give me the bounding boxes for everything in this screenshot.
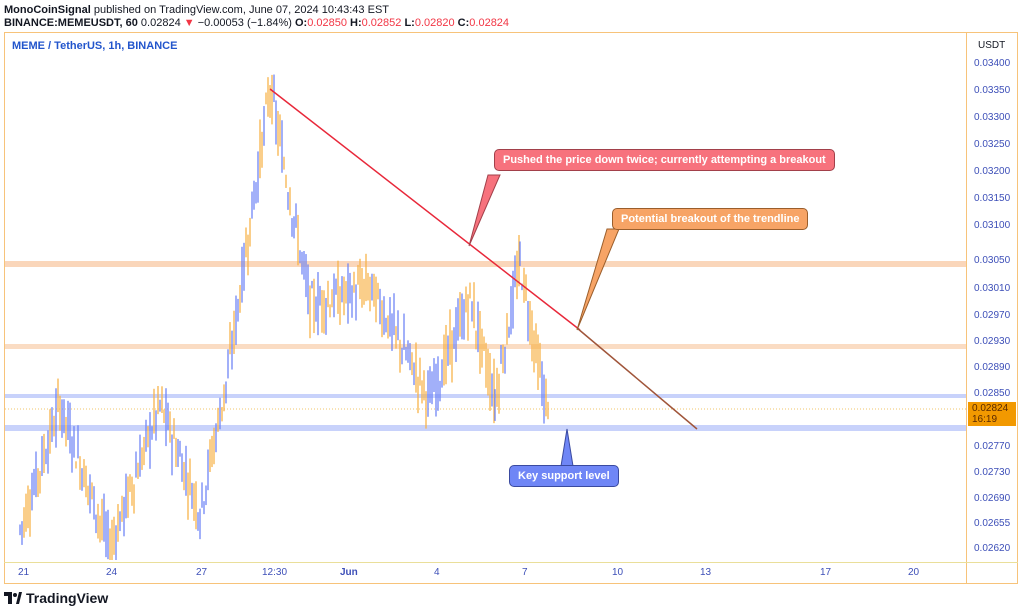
- price-tick: 0.03010: [974, 283, 1011, 294]
- tradingview-icon: [4, 592, 22, 604]
- price-tick: 0.02620: [974, 543, 1011, 554]
- publish-text: published on TradingView.com, June 07, 2…: [93, 4, 389, 16]
- callout-blue[interactable]: Key support level: [509, 465, 619, 487]
- publish-info: MonoCoinSignal published on TradingView.…: [4, 4, 389, 16]
- chart-frame: [4, 32, 1018, 584]
- resistance-band-upper: [5, 261, 966, 267]
- price-tick: 0.02970: [974, 310, 1011, 321]
- callout-orange[interactable]: Potential breakout of the trendline: [612, 208, 809, 230]
- open-label: O:: [294, 17, 308, 29]
- time-tick: 27: [196, 567, 208, 578]
- trendline-red: [269, 88, 581, 331]
- price-tick: 0.02690: [974, 493, 1011, 504]
- price-tick: 0.03050: [974, 255, 1011, 266]
- price-tick: 0.03300: [974, 112, 1011, 123]
- price-tick: 0.02655: [974, 518, 1011, 529]
- bar-countdown: 16:19: [972, 414, 998, 425]
- callout-red[interactable]: Pushed the price down twice; currently a…: [494, 149, 835, 171]
- last-price: 0.02824: [140, 17, 181, 29]
- time-tick: 7: [522, 567, 528, 578]
- change-value: −0.00053 (−1.84%): [197, 17, 292, 29]
- price-tick: 0.03100: [974, 220, 1011, 231]
- price-tick: 0.02850: [974, 388, 1011, 399]
- time-tick: Jun: [340, 567, 358, 578]
- time-tick: 4: [434, 567, 440, 578]
- price-tick: 0.03400: [974, 58, 1011, 69]
- time-tick: 21: [18, 567, 30, 578]
- price-tick: 0.02730: [974, 467, 1011, 478]
- close-label: C:: [457, 17, 470, 29]
- author-name[interactable]: MonoCoinSignal: [4, 4, 91, 16]
- close-value: 0.02824: [469, 17, 510, 29]
- pane-title: MEME / TetherUS, 1h, BINANCE: [12, 40, 178, 52]
- time-tick: 17: [820, 567, 832, 578]
- ohlc-bar: BINANCE:MEMEUSDT, 60 0.02824 ▼ −0.00053 …: [4, 17, 509, 29]
- trendline-extension: [576, 327, 698, 430]
- time-tick: 13: [700, 567, 712, 578]
- price-tick: 0.03150: [974, 193, 1011, 204]
- down-arrow-icon: ▼: [183, 17, 195, 29]
- support-band-key: [5, 425, 966, 431]
- time-tick: 24: [106, 567, 118, 578]
- low-label: L:: [404, 17, 415, 29]
- current-price: 0.02824: [972, 403, 1009, 414]
- price-tick: 0.02930: [974, 336, 1011, 347]
- price-tick: 0.02770: [974, 441, 1011, 452]
- high-value: 0.02852: [361, 17, 402, 29]
- tradingview-logo[interactable]: TradingView: [4, 590, 108, 606]
- high-label: H:: [350, 17, 362, 29]
- candles: [19, 74, 549, 560]
- low-value: 0.02820: [414, 17, 455, 29]
- current-price-tag: 0.02824 16:19: [968, 402, 1016, 426]
- open-value: 0.02850: [307, 17, 347, 29]
- time-axis[interactable]: [4, 562, 1018, 584]
- time-tick: 12:30: [262, 567, 288, 578]
- brand-name: TradingView: [26, 590, 109, 606]
- support-band-upper: [5, 394, 966, 398]
- price-tick: 0.03350: [974, 85, 1011, 96]
- price-tick: 0.03200: [974, 166, 1011, 177]
- symbol-label: BINANCE:MEMEUSDT, 60: [4, 17, 138, 29]
- price-axis[interactable]: [966, 32, 1018, 584]
- currency-label: USDT: [978, 40, 1006, 51]
- price-tick: 0.03250: [974, 139, 1011, 150]
- price-tick: 0.02890: [974, 362, 1011, 373]
- time-tick: 20: [908, 567, 920, 578]
- time-tick: 10: [612, 567, 624, 578]
